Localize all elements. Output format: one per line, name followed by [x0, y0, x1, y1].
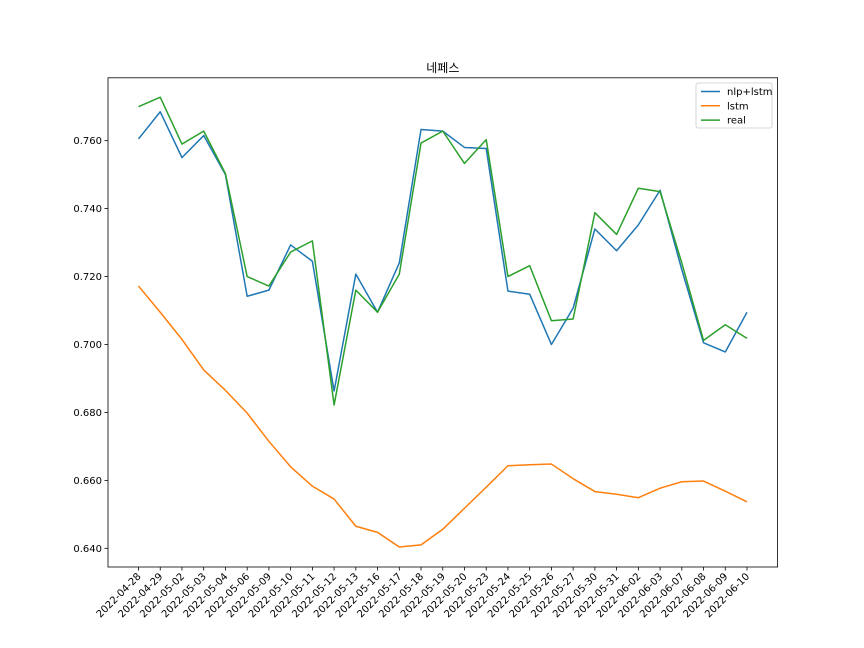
y-tick-label: 0.680	[73, 408, 102, 419]
plot-area	[137, 96, 748, 548]
y-tick-label: 0.660	[73, 476, 102, 487]
legend: nlp+lstm lstm real	[695, 82, 773, 129]
legend-box	[695, 82, 773, 129]
chart-title: 네페스	[426, 61, 459, 75]
series-line-lstm	[137, 285, 748, 548]
plot-frame	[107, 77, 778, 568]
y-tick-label: 0.720	[73, 272, 102, 283]
y-tick-label: 0.740	[73, 204, 102, 215]
y-tick-label: 0.760	[73, 136, 102, 147]
legend-label: nlp+lstm	[727, 87, 773, 98]
legend-label: real	[727, 116, 746, 127]
y-tick-label: 0.700	[73, 340, 102, 351]
series-line-nlp-lstm	[137, 111, 748, 392]
series-line-real	[138, 96, 748, 406]
axes: 0.6400.6600.6800.7000.7200.7400.7602022-…	[73, 77, 778, 620]
legend-label: lstm	[727, 101, 749, 112]
y-tick-label: 0.640	[73, 544, 102, 555]
